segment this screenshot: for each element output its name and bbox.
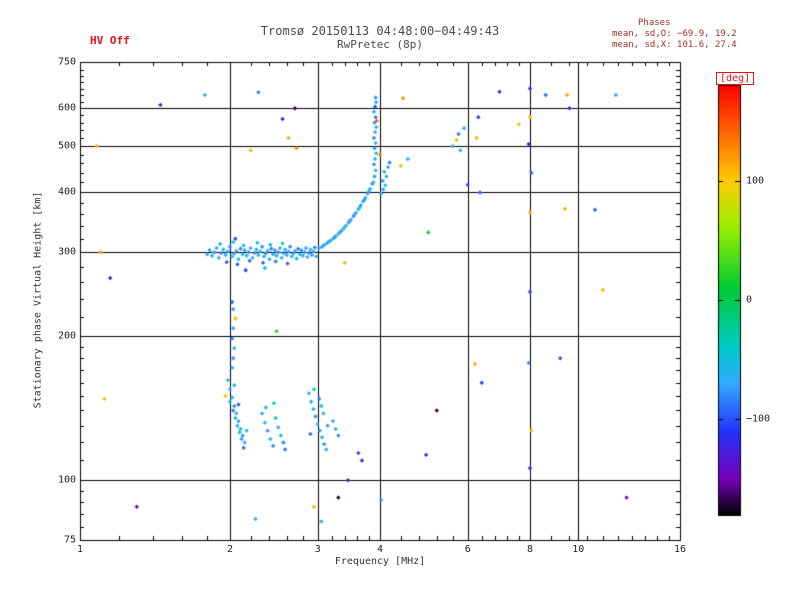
phases-block: Phases mean, sd,O: −69.9, 19.2 mean, sd,…	[612, 18, 737, 51]
y-tick-label: 75	[63, 534, 76, 546]
plot-subtitle: RwPretec (8p)	[336, 38, 424, 51]
x-tick-label: 2	[226, 544, 234, 555]
x-tick-label: 1	[76, 544, 84, 555]
colorbar-tick-label: 100	[746, 175, 765, 187]
x-tick-label: 16	[673, 544, 687, 555]
y-tick-label: 200	[57, 330, 76, 342]
colorbar-units-label: [deg]	[716, 72, 755, 85]
x-tick-label: 4	[376, 544, 384, 555]
phases-mean-x: mean, sd,X: 101.6, 27.4	[612, 40, 737, 50]
y-tick-label: 750	[57, 56, 76, 68]
y-tick-label: 300	[57, 246, 76, 258]
x-tick-label: 8	[526, 544, 534, 555]
y-tick-label: 500	[57, 140, 76, 152]
colorbar-tick-label: −100	[746, 413, 771, 425]
x-tick-label: 10	[572, 544, 585, 555]
hv-status-label: HV Off	[90, 34, 130, 47]
y-tick-label: 100	[57, 474, 76, 486]
x-tick-label: 3	[314, 544, 321, 555]
x-axis-title: Frequency [MHz]	[334, 556, 426, 567]
colorbar-tick-label: 0	[746, 294, 753, 306]
y-tick-label: 600	[57, 102, 76, 114]
y-tick-label: 400	[57, 186, 76, 198]
x-tick-label: 6	[464, 544, 471, 555]
y-axis-title: Stationary phase Virtual Height [km]	[32, 191, 44, 409]
phases-heading: Phases	[638, 18, 671, 28]
phases-mean-o: mean, sd,O: −69.9, 19.2	[612, 29, 737, 39]
plot-title: Tromsø 20150113 04:48:00−04:49:43	[260, 24, 500, 38]
